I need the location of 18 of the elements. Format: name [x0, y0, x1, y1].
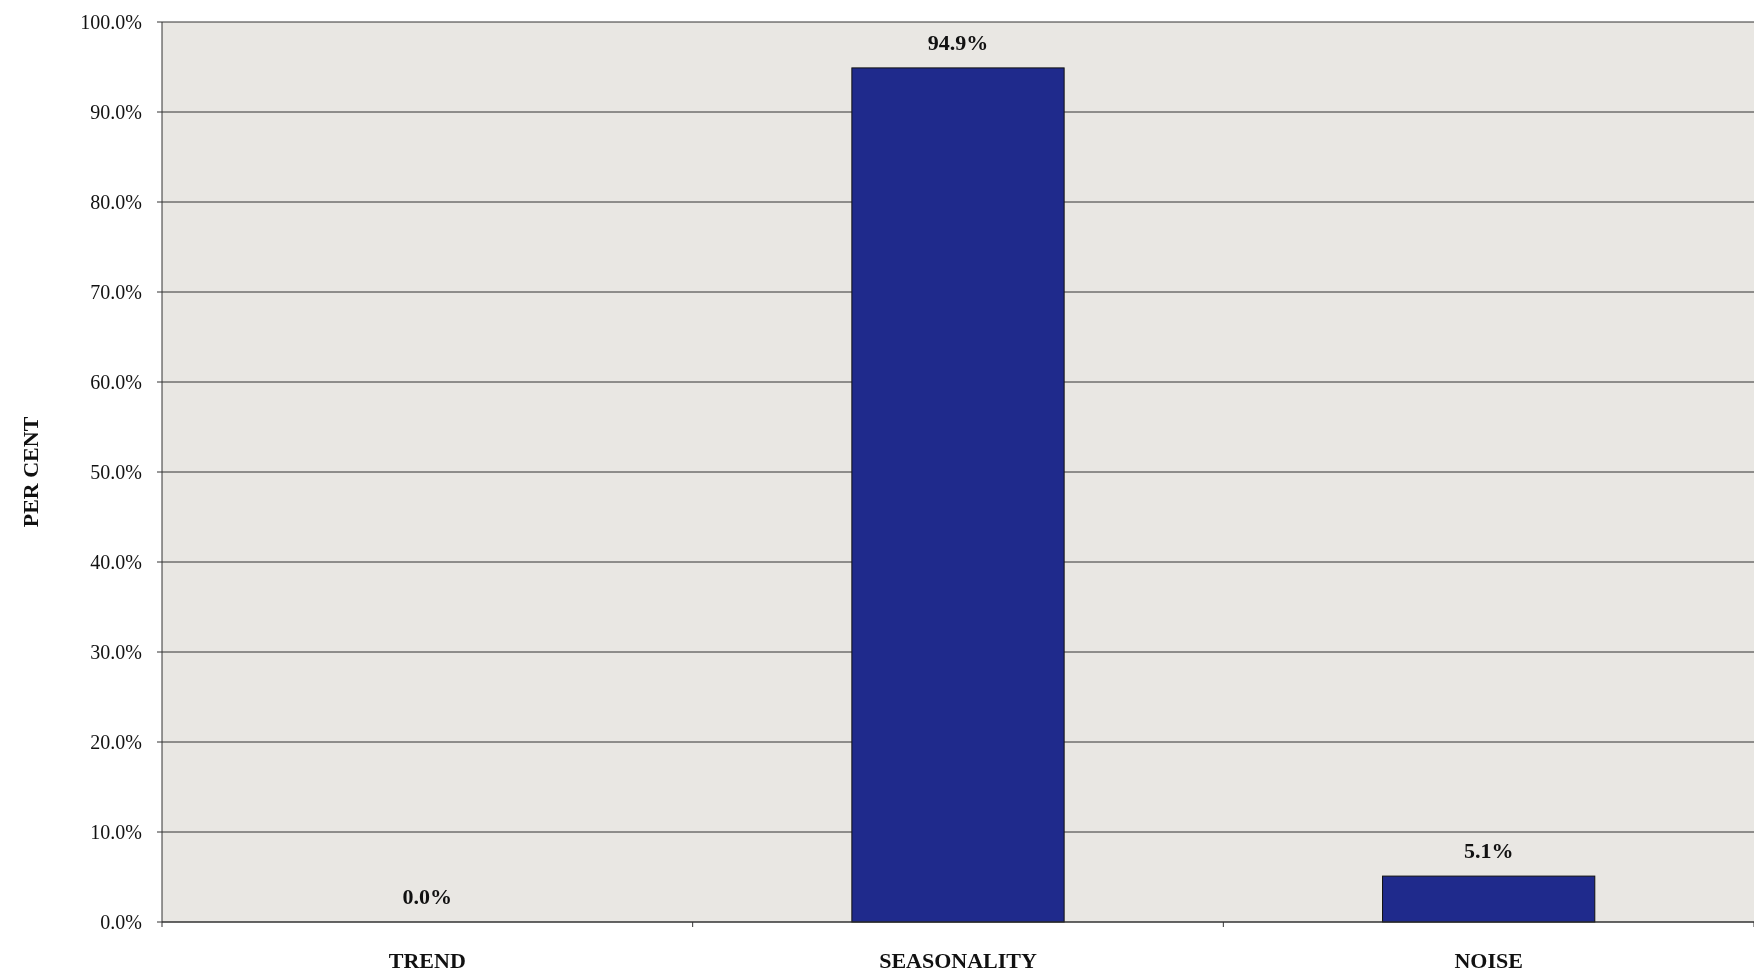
- y-tick-label: 60.0%: [90, 371, 142, 393]
- y-tick-label: 20.0%: [90, 731, 142, 753]
- data-label: 5.1%: [1463, 838, 1514, 864]
- y-tick-label: 10.0%: [90, 821, 142, 843]
- y-tick-label: 30.0%: [90, 641, 142, 663]
- data-label: 0.0%: [402, 884, 453, 909]
- x-tick-label: TREND: [388, 948, 466, 973]
- y-axis-title: PER CENT: [18, 416, 43, 528]
- y-tick-label: 100.0%: [80, 11, 142, 33]
- x-tick-label: NOISE: [1454, 948, 1523, 973]
- data-label: 94.9%: [927, 29, 989, 55]
- y-tick-label: 80.0%: [90, 191, 142, 213]
- x-tick-label: SEASONALITY: [879, 948, 1037, 973]
- y-tick-label: 40.0%: [90, 551, 142, 573]
- y-tick-label: 0.0%: [100, 911, 142, 933]
- y-tick-label: 70.0%: [90, 281, 142, 303]
- y-tick-label: 50.0%: [90, 461, 142, 483]
- y-tick-label: 90.0%: [90, 101, 142, 123]
